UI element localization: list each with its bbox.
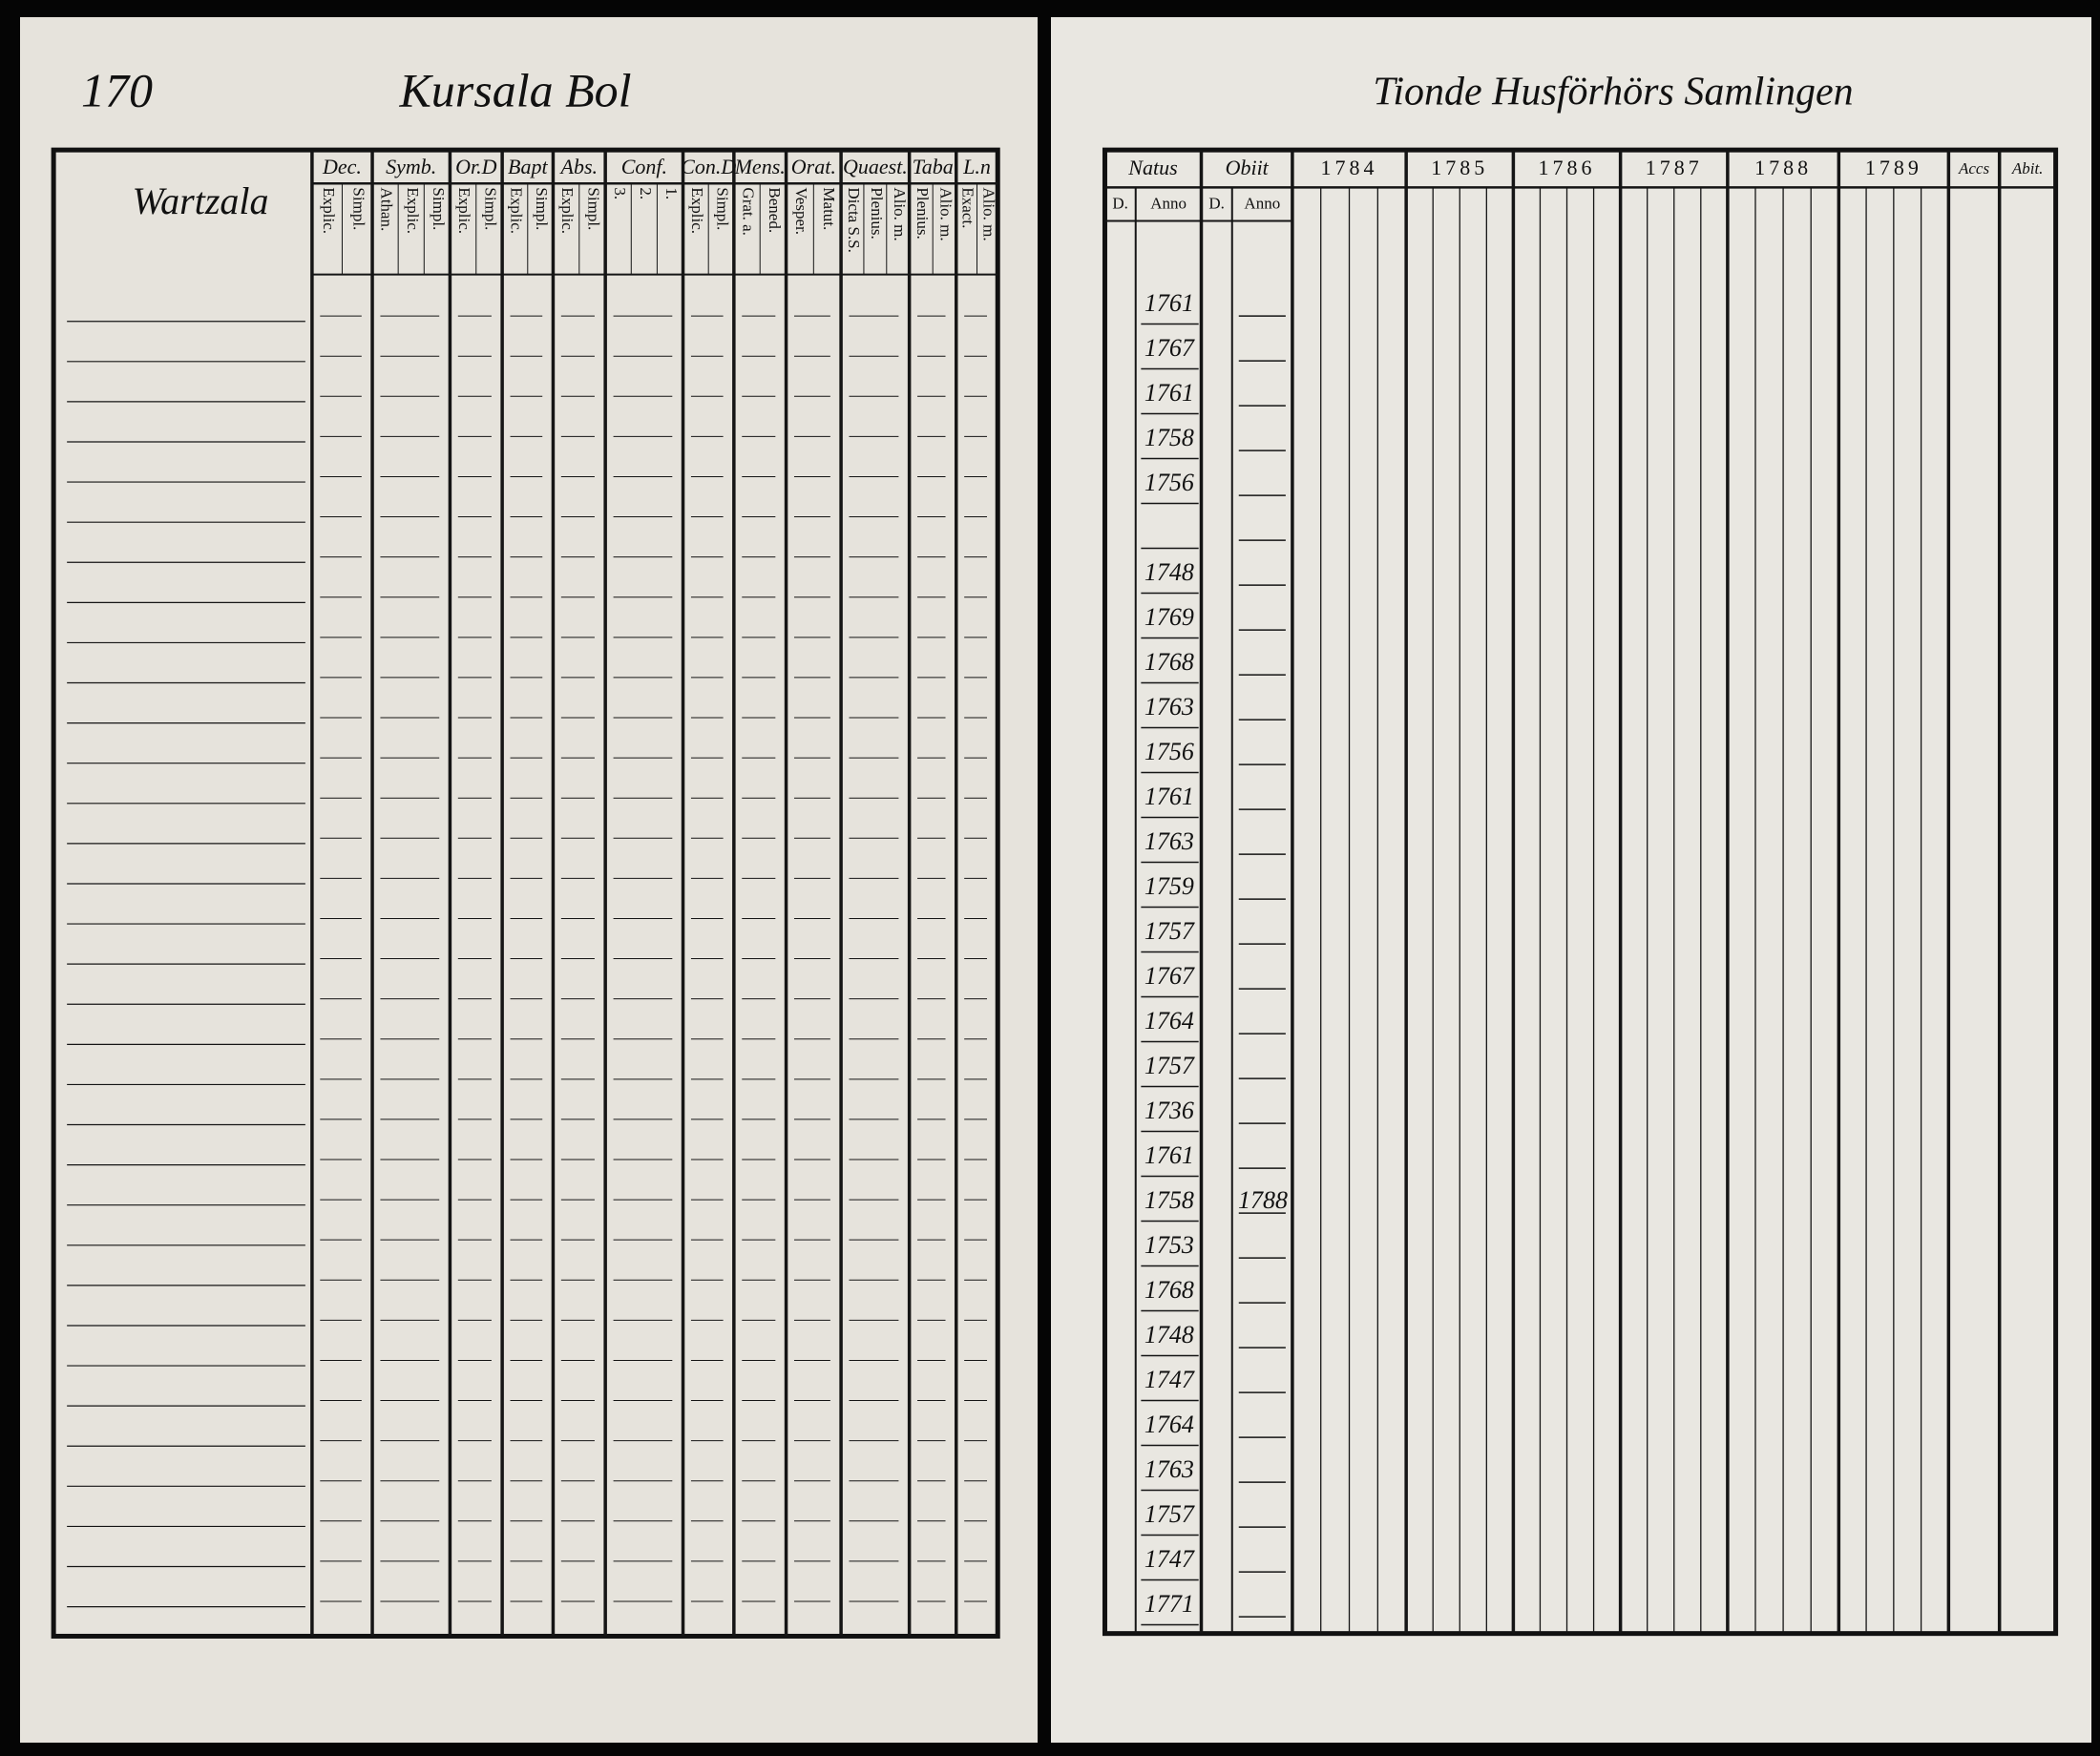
birth-year: 1748 bbox=[1144, 1321, 1194, 1348]
left-page bbox=[20, 17, 1038, 1743]
column-subheader: D. bbox=[1112, 195, 1128, 213]
page-title: Tionde Husförhörs Samlingen bbox=[1373, 71, 1853, 115]
column-subheader: Explic. bbox=[508, 187, 526, 234]
birth-year: 1756 bbox=[1144, 738, 1194, 765]
column-subheader: Explic. bbox=[455, 187, 473, 234]
year-header: 1789 bbox=[1865, 156, 1922, 179]
column-subheader: Alio. m. bbox=[979, 187, 998, 240]
column-subheader: 2. bbox=[637, 187, 655, 199]
column-header: L.n bbox=[962, 155, 991, 178]
column-subheader: Simpl. bbox=[585, 187, 603, 230]
year-header: 1786 bbox=[1539, 156, 1596, 179]
birth-year: 1763 bbox=[1144, 693, 1194, 721]
column-subheader: Athan. bbox=[378, 187, 396, 231]
page-number: 170 bbox=[81, 63, 153, 116]
birth-year: 1757 bbox=[1144, 1052, 1195, 1079]
year-header: 1785 bbox=[1431, 156, 1488, 179]
column-subheader: Anno bbox=[1150, 195, 1186, 213]
birth-year: 1769 bbox=[1144, 603, 1194, 631]
birth-year: 1764 bbox=[1144, 1411, 1194, 1438]
column-header: Quaest. bbox=[843, 155, 908, 178]
column-header: Natus bbox=[1127, 156, 1177, 179]
column-subheader: 1. bbox=[662, 187, 681, 199]
birth-year: 1768 bbox=[1144, 1276, 1194, 1304]
birth-year: 1761 bbox=[1144, 379, 1194, 407]
birth-year: 1753 bbox=[1144, 1231, 1194, 1259]
column-subheader: D. bbox=[1208, 195, 1225, 213]
birth-year: 1763 bbox=[1144, 827, 1194, 855]
birth-year: 1758 bbox=[1144, 1186, 1194, 1214]
column-subheader: Matut. bbox=[820, 187, 838, 230]
column-subheader: Plenius. bbox=[914, 187, 932, 239]
column-subheader: Simpl. bbox=[533, 187, 551, 230]
birth-year: 1768 bbox=[1144, 648, 1194, 676]
column-header: Dec. bbox=[322, 155, 362, 178]
column-header: Taba bbox=[913, 155, 954, 178]
column-header: Obiit bbox=[1226, 156, 1270, 179]
birth-year: 1756 bbox=[1144, 469, 1194, 496]
year-header: 1788 bbox=[1754, 156, 1812, 179]
birth-year: 1757 bbox=[1144, 1500, 1195, 1528]
birth-year: 1758 bbox=[1144, 424, 1194, 451]
table-frame bbox=[1102, 147, 2059, 1637]
birth-year: 1759 bbox=[1144, 872, 1194, 900]
column-header: Orat. bbox=[791, 155, 836, 178]
column-header: Conf. bbox=[621, 155, 667, 178]
year-header: 1784 bbox=[1321, 156, 1378, 179]
birth-year: 1761 bbox=[1144, 289, 1194, 317]
column-subheader: Simpl. bbox=[714, 187, 732, 230]
village-name: Wartzala bbox=[132, 179, 268, 222]
column-subheader: Explic. bbox=[404, 187, 422, 234]
table-frame bbox=[51, 147, 1000, 1639]
year-header: 1787 bbox=[1646, 156, 1703, 179]
column-subheader: 3. bbox=[611, 187, 629, 199]
birth-year: 1761 bbox=[1144, 783, 1194, 810]
column-header: Symb. bbox=[386, 155, 436, 178]
page-title: Kursala Bol bbox=[398, 63, 631, 116]
column-subheader: Explic. bbox=[688, 187, 706, 234]
column-subheader: Plenius. bbox=[868, 187, 886, 239]
column-subheader: Exact. bbox=[959, 187, 977, 228]
right-page bbox=[1051, 17, 2091, 1743]
birth-year: 1763 bbox=[1144, 1455, 1194, 1483]
column-subheader: Grat. a. bbox=[740, 187, 758, 236]
birth-year: 1764 bbox=[1144, 1007, 1194, 1035]
column-header: Or.D bbox=[455, 155, 497, 178]
birth-year: 1757 bbox=[1144, 917, 1195, 945]
column-header: Abit. bbox=[2011, 159, 2044, 178]
column-subheader: Simpl. bbox=[430, 187, 448, 230]
column-subheader: Anno bbox=[1244, 195, 1280, 213]
column-subheader: Alio. m. bbox=[891, 187, 909, 240]
column-header: Mens. bbox=[734, 155, 786, 178]
birth-year: 1771 bbox=[1144, 1590, 1194, 1618]
birth-year: 1761 bbox=[1144, 1141, 1194, 1169]
birth-year: 1767 bbox=[1144, 962, 1195, 990]
birth-year: 1747 bbox=[1144, 1366, 1195, 1393]
column-header: Con.D bbox=[681, 155, 736, 178]
column-subheader: Simpl. bbox=[349, 187, 368, 230]
column-subheader: Bened. bbox=[766, 187, 784, 233]
column-subheader: Simpl. bbox=[482, 187, 500, 230]
column-subheader: Explic. bbox=[558, 187, 577, 234]
birth-year: 1748 bbox=[1144, 558, 1194, 586]
birth-year: 1767 bbox=[1144, 334, 1195, 362]
column-subheader: Alio. m. bbox=[937, 187, 956, 240]
column-subheader: Dicta S.S. bbox=[845, 187, 863, 252]
column-subheader: Explic. bbox=[320, 187, 338, 234]
column-subheader: Vesper. bbox=[792, 187, 810, 235]
birth-year: 1747 bbox=[1144, 1545, 1195, 1573]
column-header: Accs bbox=[1958, 159, 1989, 178]
column-header: Abs. bbox=[559, 155, 598, 178]
birth-year: 1736 bbox=[1144, 1097, 1194, 1124]
column-header: Bapt bbox=[508, 155, 548, 178]
death-year: 1788 bbox=[1238, 1186, 1288, 1214]
